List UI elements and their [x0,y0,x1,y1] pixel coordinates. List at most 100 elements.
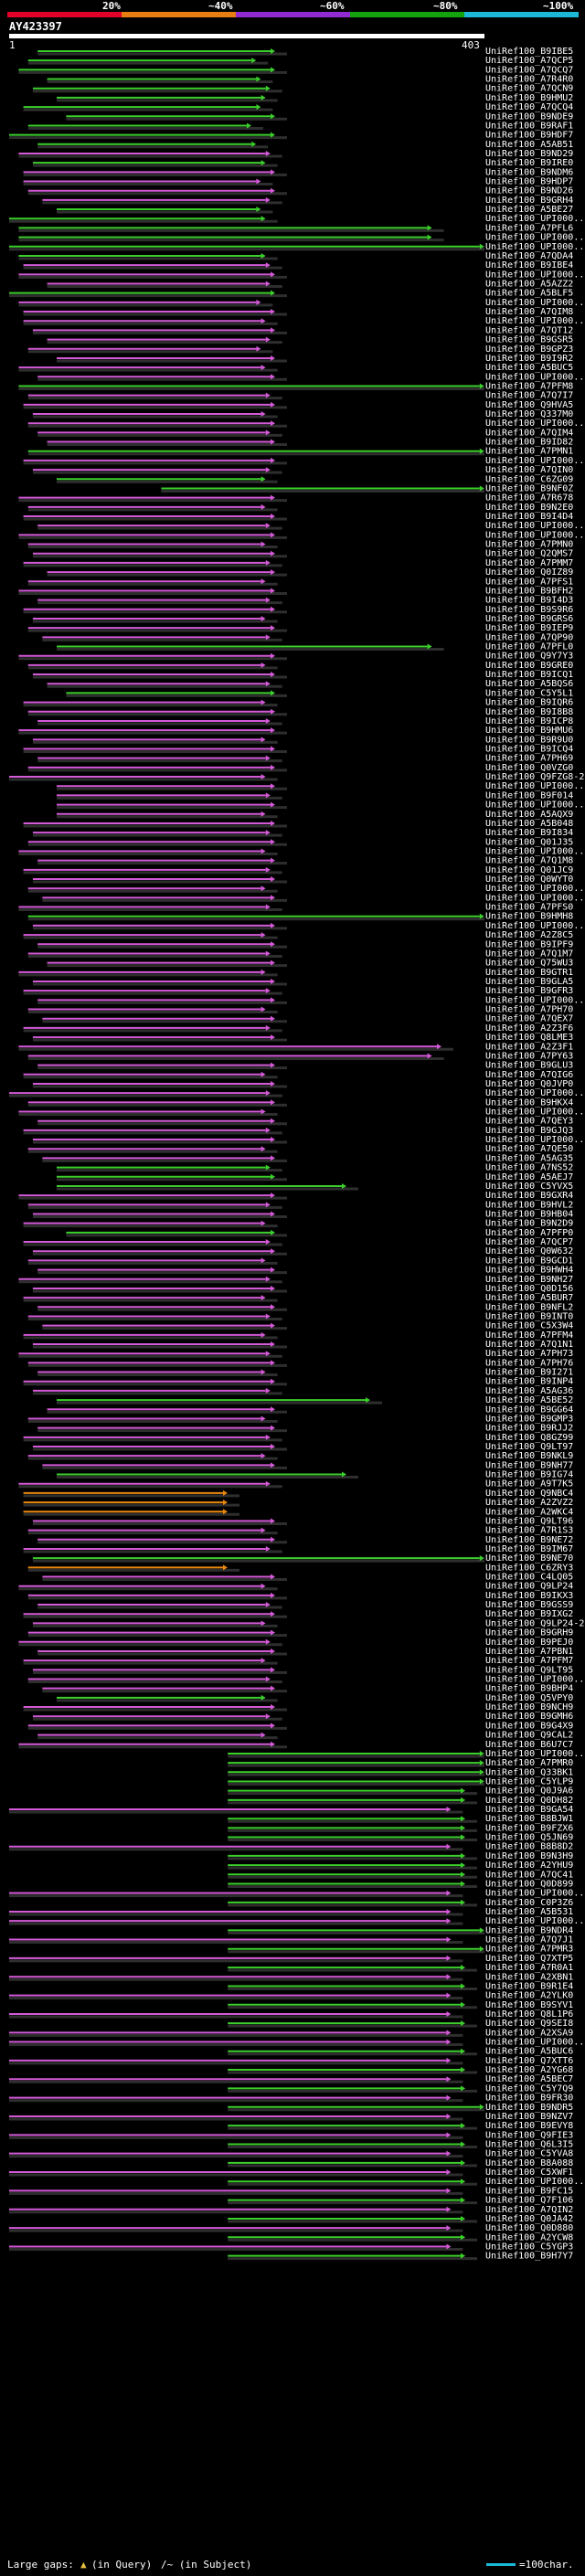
hit-label[interactable]: UniRef100_A2YCW8 [485,2232,573,2242]
hit-label[interactable]: UniRef100_C5YGP3 [485,2242,573,2252]
hit-label[interactable]: UniRef100_A7QCQ7 [485,65,573,75]
hit-label[interactable]: UniRef100_A2YG68 [485,2065,573,2075]
hit-label[interactable]: UniRef100_A5AB51 [485,140,573,150]
hit-label[interactable]: UniRef100_A7PBN1 [485,1647,573,1657]
hit-label[interactable]: UniRef100_A5AQX9 [485,810,573,820]
hit-label[interactable]: UniRef100_Q0D880 [485,2223,573,2233]
hit-label[interactable]: UniRef100_UPI000... [485,781,585,791]
hit-label[interactable]: UniRef100_UPI000... [485,1889,585,1899]
hit-label[interactable]: UniRef100_Q9LT97 [485,1442,573,1452]
hit-label[interactable]: UniRef100_A7PFM7 [485,1656,573,1666]
hit-label[interactable]: UniRef100_B9NF0Z [485,483,573,493]
hit-label[interactable]: UniRef100_B9IEP9 [485,623,573,633]
hit-label[interactable]: UniRef100_B8BJW1 [485,1814,573,1824]
hit-label[interactable]: UniRef100_B9NDR5 [485,2103,573,2113]
hit-label[interactable]: UniRef100_B9NE70 [485,1553,573,1564]
hit-label[interactable]: UniRef100_B8A088 [485,2158,573,2168]
hit-label[interactable]: UniRef100_A2XBN1 [485,1972,573,1982]
hit-label[interactable]: UniRef100_B9FZX6 [485,1823,573,1833]
hit-label[interactable]: UniRef100_B9ID82 [485,438,573,448]
hit-label[interactable]: UniRef100_B9GRH4 [485,196,573,206]
hit-label[interactable]: UniRef100_A7QEX7 [485,1014,573,1024]
hit-label[interactable]: UniRef100_UPI000... [485,530,585,540]
hit-label[interactable]: UniRef100_B9HB04 [485,1210,573,1220]
hit-label[interactable]: UniRef100_B9I9R2 [485,354,573,364]
hit-label[interactable]: UniRef100_Q6L3I5 [485,2140,573,2150]
hit-label[interactable]: UniRef100_B9PEJ0 [485,1638,573,1648]
hit-label[interactable]: UniRef100_B9NKL9 [485,1451,573,1461]
hit-label[interactable]: UniRef100_Q0JVP0 [485,1079,573,1089]
hit-label[interactable]: UniRef100_C6ZG09 [485,474,573,484]
hit-label[interactable]: UniRef100_UPI000... [485,1135,585,1145]
hit-label[interactable]: UniRef100_C4LQ05 [485,1573,573,1583]
hit-label[interactable]: UniRef100_C0P3Z6 [485,1898,573,1908]
hit-label[interactable]: UniRef100_A5AZZ2 [485,280,573,290]
hit-label[interactable]: UniRef100_C6ZRY3 [485,1563,573,1573]
hit-label[interactable]: UniRef100_B9S9R6 [485,605,573,615]
hit-label[interactable]: UniRef100_UPI000... [485,298,585,308]
hit-label[interactable]: UniRef100_Q9LT96 [485,1516,573,1526]
hit-label[interactable]: UniRef100_UPI000... [485,1749,585,1759]
hit-label[interactable]: UniRef100_B9NH27 [485,1275,573,1285]
hit-label[interactable]: UniRef100_B9IBE5 [485,47,573,57]
hit-label[interactable]: UniRef100_B9IBE4 [485,260,573,270]
hit-label[interactable]: UniRef100_A7QEY3 [485,1117,573,1127]
hit-label[interactable]: UniRef100_B9INT0 [485,1311,573,1321]
hit-label[interactable]: UniRef100_A7PFL6 [485,223,573,233]
hit-label[interactable]: UniRef100_A7PMR3 [485,1945,573,1955]
hit-label[interactable]: UniRef100_B9IQR6 [485,698,573,708]
hit-label[interactable]: UniRef100_Q75WU3 [485,959,573,969]
hit-label[interactable]: UniRef100_A5BUC5 [485,363,573,373]
hit-label[interactable]: UniRef100_A7QCN9 [485,84,573,94]
hit-label[interactable]: UniRef100_B9IG74 [485,1470,573,1480]
hit-label[interactable]: UniRef100_A5BE52 [485,1395,573,1405]
hit-label[interactable]: UniRef100_A7PFS0 [485,903,573,913]
hit-label[interactable]: UniRef100_A2Z3F1 [485,1042,573,1052]
hit-label[interactable]: UniRef100_B9GSR5 [485,335,573,345]
hit-label[interactable]: UniRef100_B6U7C7 [485,1740,573,1750]
hit-label[interactable]: UniRef100_Q9SEI8 [485,2019,573,2029]
hit-label[interactable]: UniRef100_B9GRS6 [485,614,573,624]
hit-label[interactable]: UniRef100_Q0VZG0 [485,763,573,773]
hit-label[interactable]: UniRef100_Q5JN69 [485,1833,573,1843]
hit-label[interactable]: UniRef100_A5BLF5 [485,289,573,299]
hit-label[interactable]: UniRef100_UPI000... [485,921,585,931]
hit-label[interactable]: UniRef100_UPI000... [485,846,585,856]
hit-label[interactable]: UniRef100_A2YHU9 [485,1860,573,1871]
hit-label[interactable]: UniRef100_UPI000... [485,233,585,243]
hit-label[interactable]: UniRef100_B9HDF7 [485,131,573,141]
hit-label[interactable]: UniRef100_B9N2D9 [485,1219,573,1229]
hit-label[interactable]: UniRef100_B9GRE0 [485,661,573,671]
hit-label[interactable]: UniRef100_Q9LT95 [485,1665,573,1675]
hit-label[interactable]: UniRef100_A7QCQ4 [485,102,573,112]
hit-label[interactable]: UniRef100_B9GLA5 [485,977,573,987]
hit-label[interactable]: UniRef100_B9GA54 [485,1805,573,1815]
hit-label[interactable]: UniRef100_UPI000... [485,270,585,280]
hit-label[interactable]: UniRef100_UPI000... [485,2177,585,2187]
hit-label[interactable]: UniRef100_A7PFM4 [485,1330,573,1341]
hit-label[interactable]: UniRef100_A7PMN1 [485,447,573,457]
hit-label[interactable]: UniRef100_B9HMU6 [485,726,573,736]
hit-label[interactable]: UniRef100_A9T7K5 [485,1479,573,1489]
hit-label[interactable]: UniRef100_B9NCH9 [485,1702,573,1712]
hit-label[interactable]: UniRef100_A7Q7J1 [485,1935,573,1945]
hit-label[interactable]: UniRef100_Q9NBC4 [485,1489,573,1499]
hit-label[interactable]: UniRef100_A5AG35 [485,1153,573,1163]
hit-label[interactable]: UniRef100_B9GRH9 [485,1628,573,1638]
hit-label[interactable]: UniRef100_A7QC41 [485,1870,573,1880]
hit-label[interactable]: UniRef100_A7PFS1 [485,577,573,587]
hit-label[interactable]: UniRef100_B9IKX3 [485,1591,573,1601]
hit-label[interactable]: UniRef100_Q0IZ89 [485,567,573,578]
hit-label[interactable]: UniRef100_A7PMM7 [485,558,573,568]
hit-label[interactable]: UniRef100_B9I4D3 [485,596,573,606]
hit-label[interactable]: UniRef100_C5YVX5 [485,1182,573,1192]
hit-label[interactable]: UniRef100_Q8L1P6 [485,2009,573,2019]
hit-label[interactable]: UniRef100_B9I271 [485,1368,573,1378]
hit-label[interactable]: UniRef100_B9I834 [485,828,573,838]
hit-label[interactable]: UniRef100_A5BQS6 [485,679,573,689]
hit-label[interactable]: UniRef100_B9FR30 [485,2094,573,2104]
hit-label[interactable]: UniRef100_B9ICQ1 [485,670,573,680]
hit-label[interactable]: UniRef100_Q01JC9 [485,865,573,875]
hit-label[interactable]: UniRef100_A7PH70 [485,1005,573,1015]
hit-label[interactable]: UniRef100_B9GCD1 [485,1256,573,1266]
